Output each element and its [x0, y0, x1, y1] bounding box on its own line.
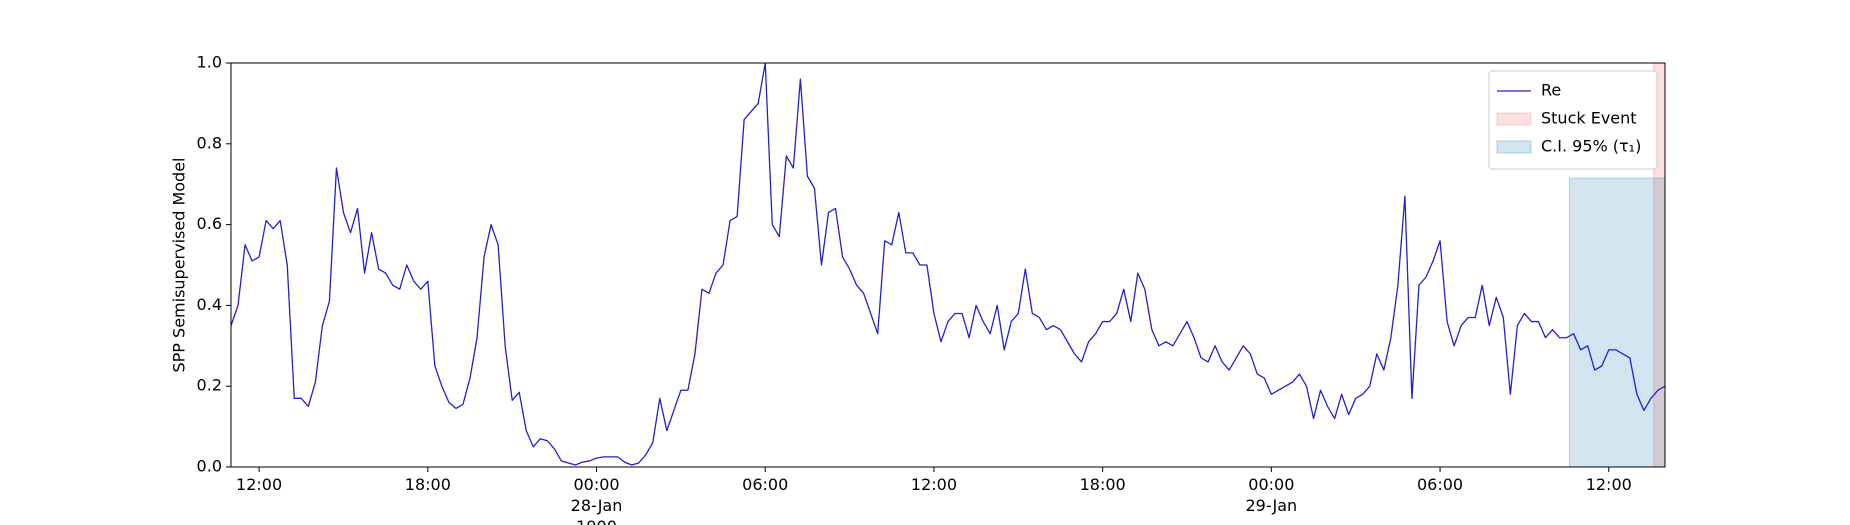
- legend-label: C.I. 95% (τ₁): [1541, 137, 1641, 156]
- x-tick-label: 12:00: [1585, 475, 1632, 494]
- x-tick-label: 06:00: [1416, 475, 1464, 494]
- x-tick-label: 00:00 29-Jan: [1245, 475, 1298, 515]
- y-tick-label: 0.4: [197, 295, 222, 314]
- legend-label: Re: [1541, 81, 1561, 100]
- x-tick-label: 00:00 28-Jan 1900: [570, 475, 623, 525]
- region: [1568, 177, 1666, 468]
- x-tick-label: 06:00: [742, 475, 789, 494]
- legend-patch: [1496, 140, 1532, 154]
- y-tick-label: 0.2: [197, 376, 222, 395]
- y-tick-label: 0.6: [197, 214, 222, 233]
- y-tick-label: 0.0: [197, 457, 222, 476]
- legend-box: [1488, 70, 1658, 170]
- legend-label: Stuck Event: [1541, 109, 1637, 128]
- legend-patch: [1496, 112, 1532, 126]
- y-tick-label: 1.0: [197, 53, 222, 72]
- x-tick-label: 12:00: [910, 475, 957, 494]
- plot-frame: [230, 62, 1666, 468]
- x-tick-label: 12:00: [236, 475, 283, 494]
- x-tick-label: 18:00: [404, 475, 451, 494]
- y-tick-label: 0.8: [197, 133, 222, 152]
- x-tick-label: 18:00: [1079, 475, 1126, 494]
- line-series: [230, 62, 1666, 466]
- y-axis-label: SPP Semisupervised Model: [170, 158, 189, 373]
